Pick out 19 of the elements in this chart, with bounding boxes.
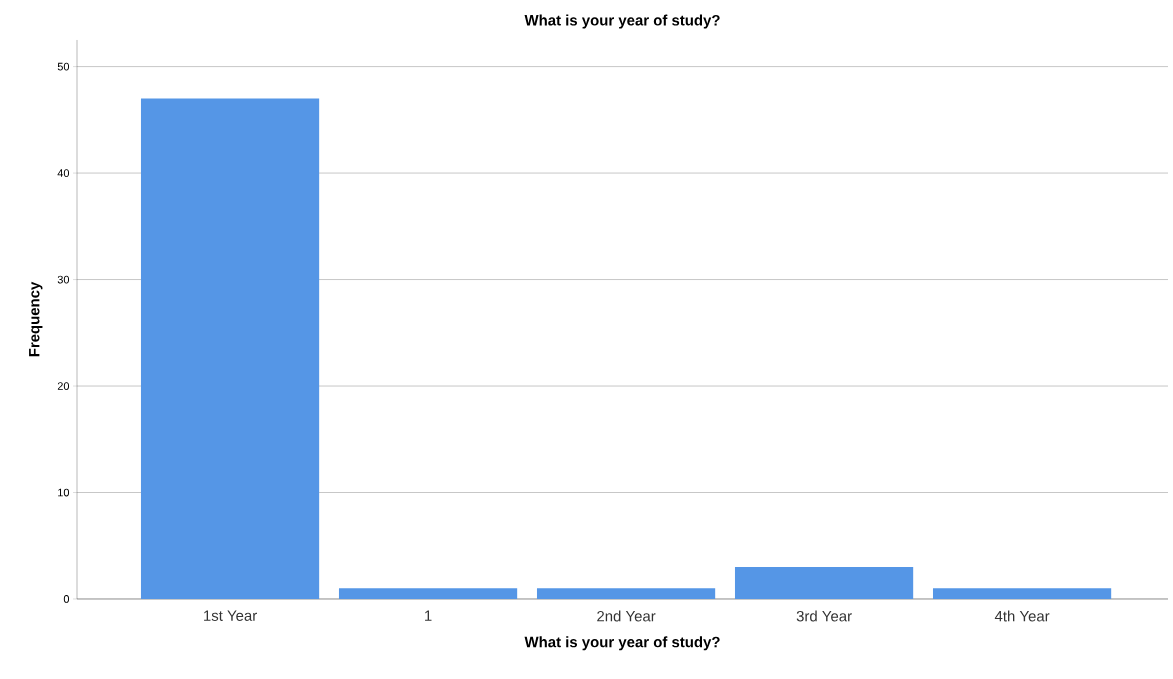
y-tick-label: 30 [57, 275, 70, 284]
x-tick-label: 4th Year [994, 610, 1050, 622]
bar [536, 588, 716, 599]
y-tick-label: 0 [63, 595, 70, 603]
x-tick-label: 1st Year [204, 610, 257, 621]
x-tick-label: 2nd Year [597, 610, 656, 622]
bar [734, 567, 914, 599]
bar [338, 588, 518, 599]
y-axis-title: Frequency [29, 281, 43, 357]
bar [140, 98, 320, 599]
x-axis-title: What is your year of study? [524, 636, 720, 651]
x-tick-label: 1 [425, 610, 432, 621]
y-tick-label: 10 [58, 488, 70, 497]
y-tick-label: 50 [57, 62, 70, 71]
y-tick-label: 20 [57, 382, 70, 390]
bar [932, 588, 1112, 599]
x-tick-label: 3rd Year [796, 610, 852, 622]
y-tick-label: 40 [57, 169, 70, 177]
chart-title: What is your year of study? [524, 14, 720, 29]
